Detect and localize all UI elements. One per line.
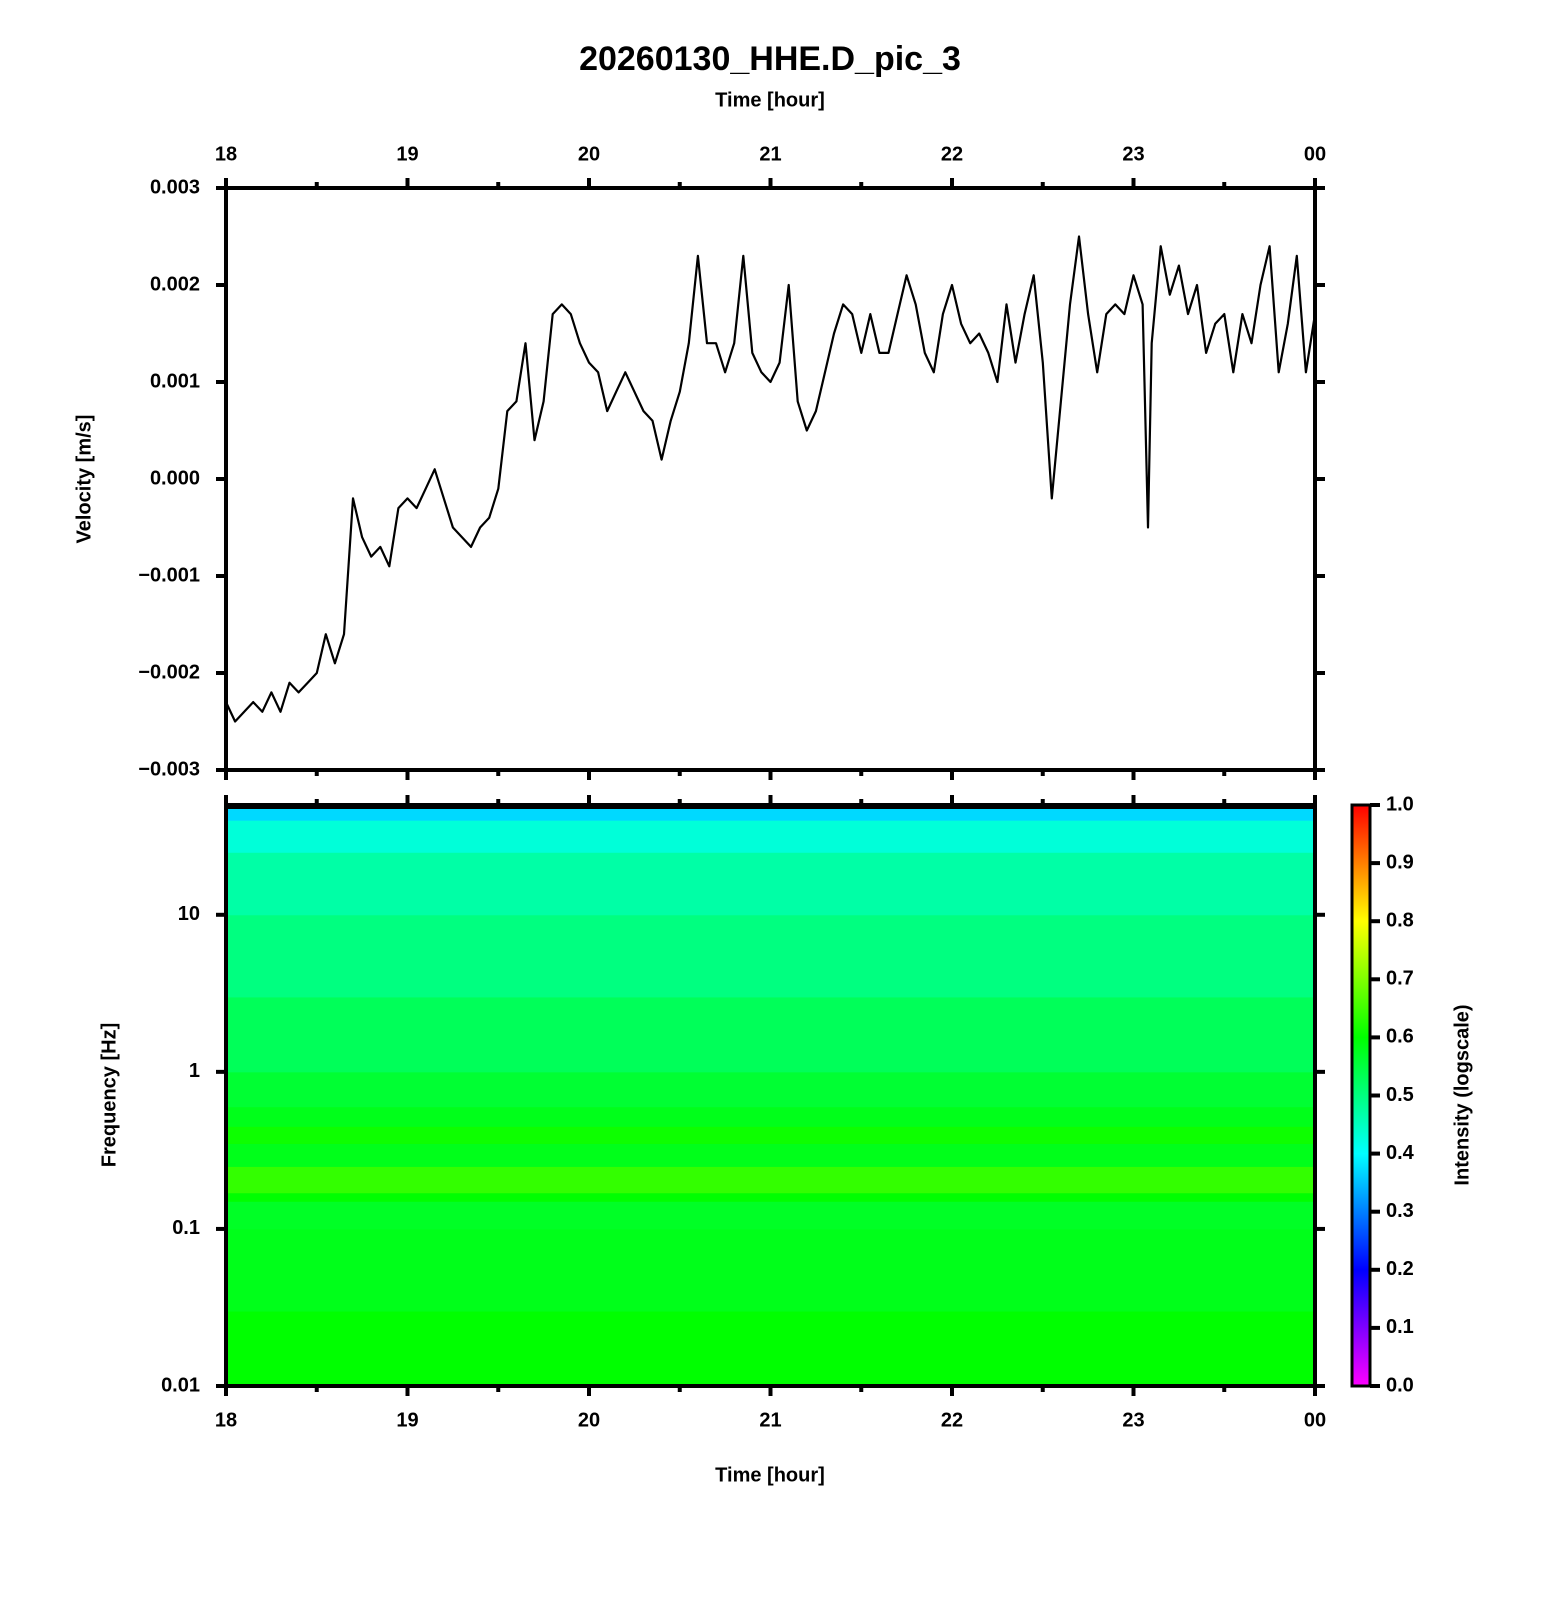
- trace: [225, 235, 1317, 723]
- spectrogram-band: [226, 996, 1315, 1073]
- y-tick-label: 0.000: [150, 467, 200, 489]
- x-tick-label: 00: [1304, 143, 1326, 165]
- y-tick-label: −0.002: [138, 661, 200, 683]
- y-tick-label: 1: [189, 1060, 200, 1082]
- y-tick-label: 0.003: [150, 176, 200, 198]
- colorbar: [1350, 803, 1372, 1388]
- chart-title: 20260130_HHE.D_pic_3: [579, 40, 961, 78]
- x-tick-label: 23: [1122, 143, 1144, 165]
- x-tick-label: 21: [759, 1409, 781, 1431]
- spectrogram-band: [226, 1311, 1315, 1387]
- spectrogram-band: [226, 1192, 1315, 1202]
- plot-frame: [224, 186, 1317, 772]
- spectrogram-band: [226, 1143, 1315, 1155]
- x-tick-label: 20: [578, 1409, 600, 1431]
- spectrogram-band: [226, 1228, 1315, 1312]
- x-tick-label: 20: [578, 143, 600, 165]
- x-tick-label: 00: [1304, 1409, 1326, 1431]
- colorbar-tick-label: 0.1: [1386, 1316, 1414, 1338]
- spectrogram-band: [226, 1071, 1315, 1108]
- colorbar-tick-label: 0.2: [1386, 1258, 1414, 1280]
- colorbar-label: Intensity (logscale): [1451, 1004, 1473, 1185]
- spectrogram-band: [226, 852, 1315, 916]
- colorbar-tick-label: 0.9: [1386, 851, 1414, 873]
- colorbar-tick-label: 0.0: [1386, 1374, 1414, 1396]
- colorbar-tick-label: 0.8: [1386, 909, 1414, 931]
- y-tick-label: 0.1: [172, 1217, 200, 1239]
- spectrogram-band: [226, 1201, 1315, 1230]
- spectrogram-band: [226, 914, 1315, 998]
- y-tick-label: 0.002: [150, 273, 200, 295]
- colorbar-tick-label: 0.7: [1386, 968, 1414, 990]
- x-tick-label: 22: [941, 143, 963, 165]
- y-axis-label: Velocity [m/s]: [73, 415, 95, 544]
- spectrogram-band: [226, 1106, 1315, 1127]
- x-axis-label: Time [hour]: [715, 89, 825, 111]
- colorbar-tick-label: 0.3: [1386, 1200, 1414, 1222]
- y-tick-label: 0.001: [150, 370, 200, 392]
- colorbar-tick-label: 0.5: [1386, 1084, 1414, 1106]
- spectrogram-band: [226, 1126, 1315, 1144]
- x-tick-label: 23: [1122, 1409, 1144, 1431]
- y-tick-label: 0.01: [161, 1374, 200, 1396]
- spectrogram-band: [226, 1153, 1315, 1167]
- spectrogram-band: [226, 820, 1315, 853]
- y-tick-label: −0.003: [138, 758, 200, 780]
- spectrogram-band: [226, 1166, 1315, 1194]
- x-tick-label: 18: [215, 143, 237, 165]
- y-tick-label: 10: [178, 903, 200, 925]
- x-tick-label: 19: [396, 143, 418, 165]
- colorbar-tick-label: 0.6: [1386, 1026, 1414, 1048]
- x-tick-label: 22: [941, 1409, 963, 1431]
- x-tick-label: 19: [396, 1409, 418, 1431]
- colorbar-tick-label: 0.4: [1386, 1142, 1415, 1164]
- x-axis-label: Time [hour]: [715, 1464, 825, 1486]
- x-tick-label: 21: [759, 143, 781, 165]
- y-tick-label: −0.001: [138, 564, 200, 586]
- colorbar-tick-label: 1.0: [1386, 793, 1414, 815]
- y-axis-label: Frequency [Hz]: [98, 1023, 120, 1167]
- x-tick-label: 18: [215, 1409, 237, 1431]
